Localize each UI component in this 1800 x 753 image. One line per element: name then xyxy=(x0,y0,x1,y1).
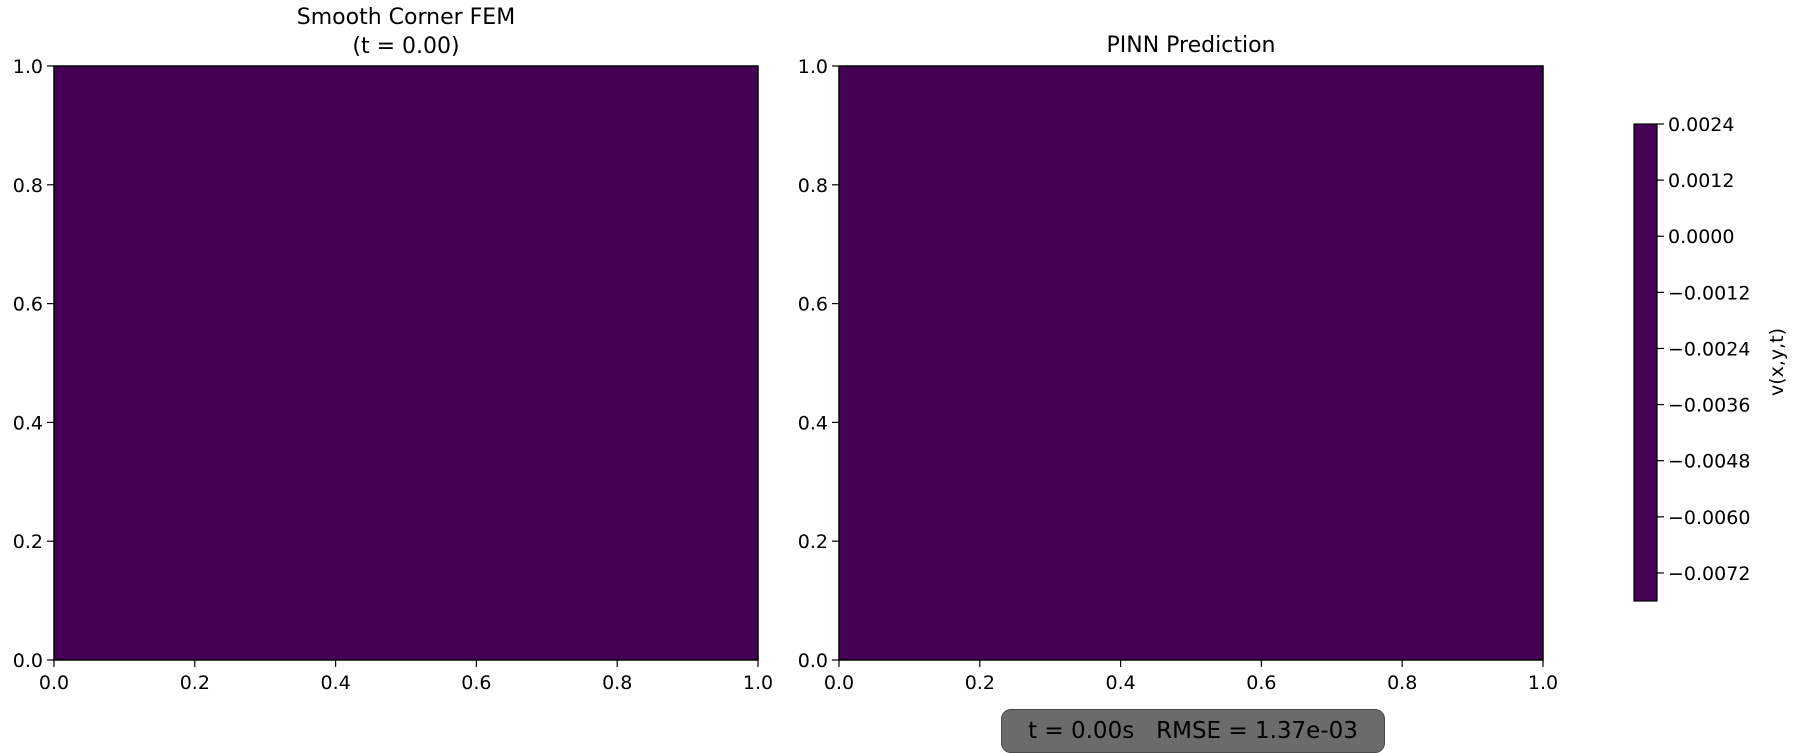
left-y-tick-label: 0.4 xyxy=(13,412,43,434)
right-y-tick-label: 1.0 xyxy=(798,56,828,78)
left-plot: 0.0 0.2 0.4 0.6 0.8 1.0 0.0 0.2 0.4 0.6 0.8 1.0 xyxy=(13,56,773,694)
left-y-axis: 0.0 0.2 0.4 0.6 0.8 1.0 xyxy=(13,56,54,672)
colorbar-tick-label: −0.0048 xyxy=(1668,451,1750,473)
left-y-tick-label: 0.0 xyxy=(13,650,43,672)
colorbar-tick-label: 0.0024 xyxy=(1668,114,1734,136)
right-x-tick-label: 1.0 xyxy=(1528,672,1558,694)
right-plot-title: PINN Prediction xyxy=(1107,33,1276,58)
right-x-tick-label: 0.0 xyxy=(824,672,854,694)
left-x-tick-label: 0.8 xyxy=(602,672,632,694)
left-x-tick-label: 0.2 xyxy=(180,672,210,694)
left-y-tick-label: 1.0 xyxy=(13,56,43,78)
colorbar-tick-label: −0.0072 xyxy=(1668,563,1750,585)
left-plot-title: Smooth Corner FEM xyxy=(297,5,515,30)
colorbar-label: v(x,y,t) xyxy=(1766,328,1788,396)
right-y-tick-label: 0.2 xyxy=(798,531,828,553)
colorbar-bar xyxy=(1633,123,1658,602)
left-x-tick-label: 0.4 xyxy=(320,672,350,694)
left-x-tick-label: 1.0 xyxy=(743,672,773,694)
colorbar-tick-label: 0.0012 xyxy=(1668,170,1734,192)
right-x-tick-label: 0.2 xyxy=(965,672,995,694)
status-box: t = 0.00s RMSE = 1.37e-03 xyxy=(1001,709,1385,753)
colorbar-tick-label: 0.0000 xyxy=(1668,226,1734,248)
right-heatmap-field xyxy=(838,65,1544,661)
right-x-axis: 0.0 0.2 0.4 0.6 0.8 1.0 xyxy=(824,660,1558,694)
right-plot: 0.0 0.2 0.4 0.6 0.8 1.0 0.0 0.2 0.4 0.6 0.8 1.0 xyxy=(798,56,1558,694)
status-time: t = 0.00s xyxy=(1028,718,1135,744)
left-x-tick-label: 0.0 xyxy=(39,672,69,694)
right-x-tick-label: 0.6 xyxy=(1246,672,1276,694)
left-y-tick-label: 0.8 xyxy=(13,175,43,197)
left-y-tick-label: 0.6 xyxy=(13,294,43,316)
right-x-tick-label: 0.8 xyxy=(1387,672,1417,694)
right-y-tick-label: 0.8 xyxy=(798,175,828,197)
right-x-tick-label: 0.4 xyxy=(1105,672,1135,694)
colorbar-tick-label: −0.0036 xyxy=(1668,395,1750,417)
colorbar-ticks: 0.0024 0.0012 0.0000 −0.0012 −0.0024 −0.0036 −… xyxy=(1657,114,1750,585)
left-plot-subtitle: (t = 0.00) xyxy=(352,34,459,59)
right-y-axis: 0.0 0.2 0.4 0.6 0.8 1.0 xyxy=(798,56,839,672)
status-rmse: RMSE = 1.37e-03 xyxy=(1156,718,1358,744)
right-y-tick-label: 0.4 xyxy=(798,412,828,434)
left-x-axis: 0.0 0.2 0.4 0.6 0.8 1.0 xyxy=(39,660,773,694)
left-heatmap-field xyxy=(53,65,759,661)
left-x-tick-label: 0.6 xyxy=(461,672,491,694)
colorbar-tick-label: −0.0024 xyxy=(1668,338,1750,360)
colorbar-tick-label: −0.0012 xyxy=(1668,282,1750,304)
right-y-tick-label: 0.0 xyxy=(798,650,828,672)
left-y-tick-label: 0.2 xyxy=(13,531,43,553)
colorbar-tick-label: −0.0060 xyxy=(1668,507,1750,529)
right-y-tick-label: 0.6 xyxy=(798,294,828,316)
colorbar: 0.0024 0.0012 0.0000 −0.0012 −0.0024 −0.0036 −… xyxy=(1633,114,1788,602)
